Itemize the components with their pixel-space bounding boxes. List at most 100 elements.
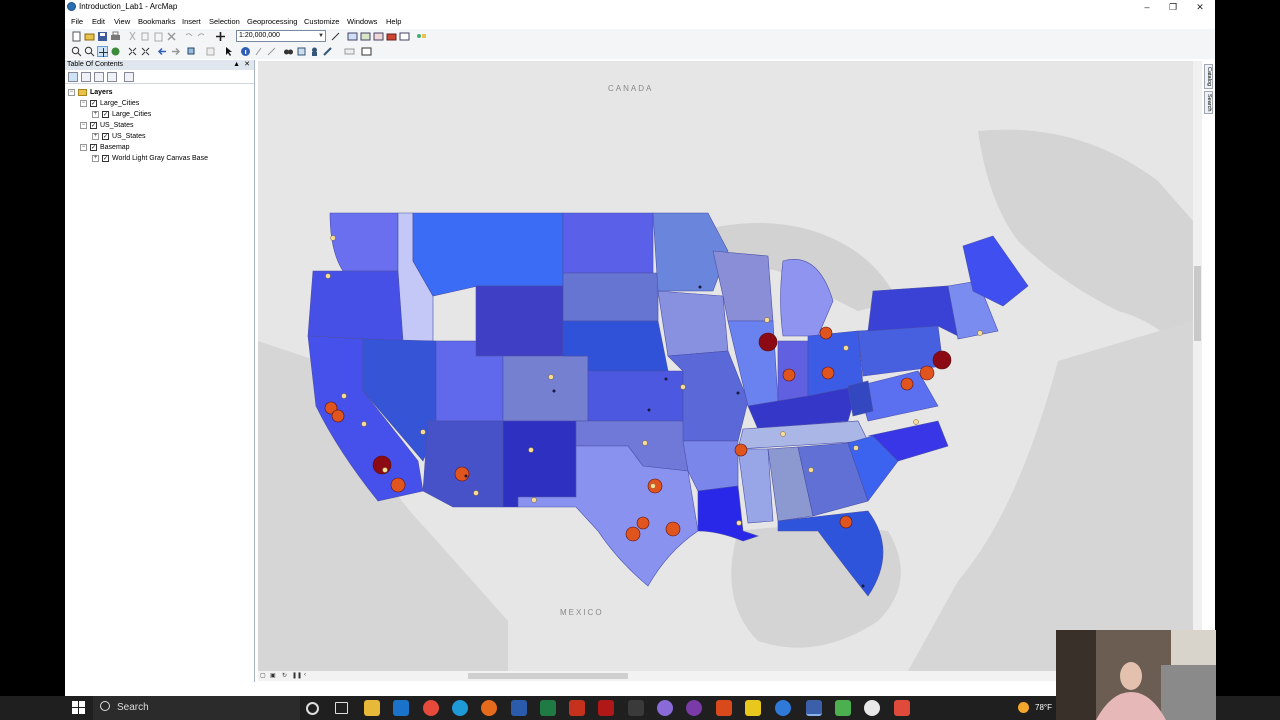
city-minneapolis[interactable]: [698, 285, 702, 289]
arcmap-taskbar-icon[interactable]: [806, 700, 822, 716]
search-tab[interactable]: Search: [1204, 90, 1213, 115]
add-data-icon[interactable]: [215, 31, 226, 42]
city-jacksonville[interactable]: [839, 515, 853, 529]
tree-node-us-states-sublayer[interactable]: + ✓ US_States: [92, 132, 145, 142]
close-icon[interactable]: ✕: [244, 61, 250, 68]
model-builder-icon[interactable]: [416, 31, 427, 42]
city-portland[interactable]: [325, 273, 331, 279]
tree-node-basemap-sublayer[interactable]: + ✓ World Light Gray Canvas Base: [92, 154, 208, 164]
save-icon[interactable]: [97, 31, 108, 42]
clear-selection-icon[interactable]: [205, 46, 216, 57]
fixed-zoom-out-icon[interactable]: [140, 46, 151, 57]
city-san-antonio[interactable]: [625, 526, 641, 542]
minimize-button[interactable]: –: [1144, 2, 1150, 12]
create-viewer-icon[interactable]: [361, 46, 372, 57]
menu-insert[interactable]: Insert: [182, 17, 201, 26]
city-virginia-beach[interactable]: [913, 419, 919, 425]
city-san-francisco[interactable]: [324, 401, 338, 415]
city-colorado-springs[interactable]: [552, 389, 556, 393]
weather-sun-icon[interactable]: [1018, 702, 1029, 713]
undo-icon[interactable]: [183, 31, 194, 42]
hudson-area[interactable]: [978, 129, 1193, 361]
city-seattle[interactable]: [330, 235, 336, 241]
city-tucson[interactable]: [473, 490, 479, 496]
menu-view[interactable]: View: [114, 17, 131, 26]
city-columbus[interactable]: [821, 366, 835, 380]
hyperlink-icon[interactable]: [266, 46, 277, 57]
city-albuquerque[interactable]: [528, 447, 534, 453]
file-explorer-icon[interactable]: [364, 700, 380, 716]
vertical-scroll-thumb[interactable]: [1194, 266, 1201, 341]
redo-icon[interactable]: [196, 31, 207, 42]
forward-extent-icon[interactable]: [170, 46, 181, 57]
refresh-icon[interactable]: ↻: [282, 673, 288, 679]
menu-help[interactable]: Help: [386, 17, 402, 26]
acrobat-icon[interactable]: [598, 700, 614, 716]
tree-node-large-cities-sublayer[interactable]: + ✓ Large_Cities: [92, 110, 151, 120]
state-north-dakota[interactable]: [562, 212, 654, 274]
expand-icon[interactable]: +: [92, 132, 99, 140]
menu-file[interactable]: File: [71, 17, 84, 26]
zoom-in-icon[interactable]: [71, 46, 82, 57]
scroll-left-icon[interactable]: ‹: [304, 672, 306, 678]
measure-icon[interactable]: [322, 46, 333, 57]
itunes-icon[interactable]: [864, 700, 880, 716]
word-icon[interactable]: [511, 700, 527, 716]
catalog-tab[interactable]: Catalog: [1204, 64, 1213, 89]
collapse-icon[interactable]: −: [80, 99, 87, 107]
powerbi-icon[interactable]: [745, 700, 761, 716]
state-louisiana[interactable]: [697, 485, 759, 542]
menu-geoprocessing[interactable]: Geoprocessing: [247, 17, 298, 26]
select-features-icon[interactable]: [187, 46, 198, 57]
go-to-xy-icon[interactable]: [309, 46, 320, 57]
city-denver[interactable]: [548, 374, 554, 380]
pacific-area[interactable]: [258, 341, 508, 671]
office-icon[interactable]: [716, 700, 732, 716]
map-scale-dropdown[interactable]: 1:20,000,000 ▼: [236, 30, 326, 42]
menu-customize[interactable]: Customize: [304, 17, 340, 26]
city-cleveland[interactable]: [843, 345, 849, 351]
recorder-icon[interactable]: [894, 700, 910, 716]
maximize-button[interactable]: ❐: [1168, 2, 1178, 12]
visibility-checkbox[interactable]: ✓: [102, 110, 109, 118]
search-window-icon[interactable]: [373, 31, 384, 42]
city-fresno[interactable]: [361, 421, 367, 427]
city-new-orleans[interactable]: [736, 520, 742, 526]
tree-node-layers[interactable]: − Layers: [68, 88, 113, 98]
paste-icon[interactable]: [153, 31, 164, 42]
city-atlanta[interactable]: [808, 467, 814, 473]
visibility-checkbox[interactable]: ✓: [90, 143, 97, 151]
horizontal-scroll-thumb[interactable]: [468, 673, 628, 679]
state-new-england-south[interactable]: [947, 280, 999, 340]
state-washington[interactable]: [329, 212, 399, 272]
chrome-icon[interactable]: [423, 700, 439, 716]
city-chicago[interactable]: [758, 332, 778, 352]
close-button[interactable]: ✕: [1196, 2, 1204, 12]
state-south-dakota[interactable]: [562, 272, 659, 322]
city-philadelphia[interactable]: [919, 365, 935, 381]
list-by-selection-icon[interactable]: [107, 72, 117, 82]
state-arizona[interactable]: [422, 420, 504, 508]
print-icon[interactable]: [110, 31, 121, 42]
pause-icon[interactable]: ❚❚: [292, 673, 303, 679]
state-mississippi[interactable]: [737, 448, 774, 524]
state-maine[interactable]: [962, 235, 1029, 307]
open-icon[interactable]: [84, 31, 95, 42]
map-canvas[interactable]: CANADA MEXICO: [258, 61, 1193, 671]
list-by-source-icon[interactable]: [81, 72, 91, 82]
time-slider-icon[interactable]: [344, 46, 355, 57]
expand-icon[interactable]: +: [92, 110, 99, 118]
arctoolbox-icon[interactable]: [386, 31, 397, 42]
arcgis-pro-icon[interactable]: [775, 700, 791, 716]
python-window-icon[interactable]: [399, 31, 410, 42]
app-icon[interactable]: [628, 700, 644, 716]
tree-node-us-states[interactable]: − ✓ US_States: [80, 121, 133, 131]
city-mesa[interactable]: [464, 474, 468, 478]
collapse-icon[interactable]: −: [68, 88, 75, 96]
zoom-out-icon[interactable]: [84, 46, 95, 57]
city-st-louis[interactable]: [736, 391, 740, 395]
camtasia-icon[interactable]: [835, 700, 851, 716]
state-north-carolina[interactable]: [867, 420, 949, 462]
menu-edit[interactable]: Edit: [92, 17, 105, 26]
pin-icon[interactable]: ▲: [233, 61, 240, 68]
